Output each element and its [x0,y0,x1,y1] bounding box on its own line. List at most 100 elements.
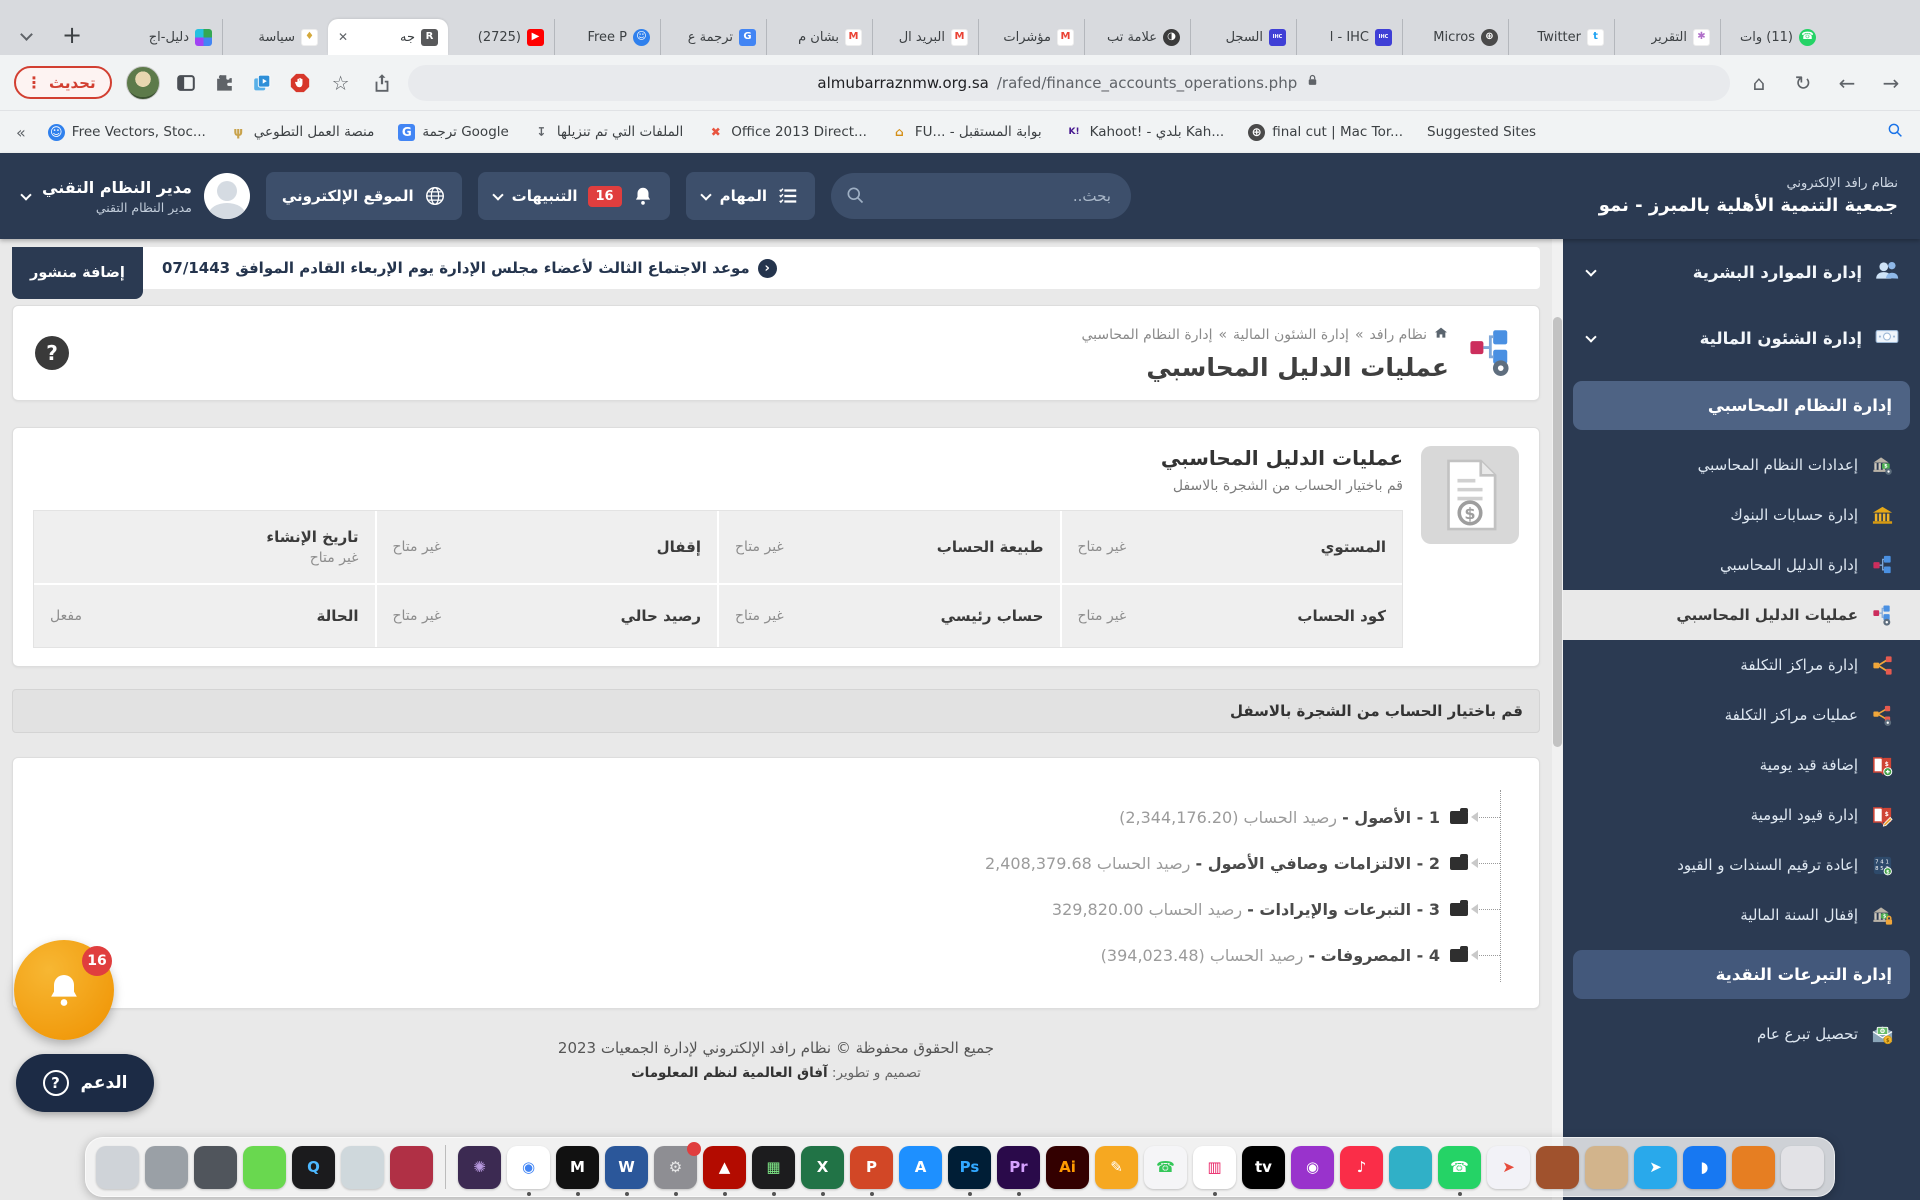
bookmark-item[interactable]: G ترجمة Google [398,123,509,141]
extensions-puzzle-icon[interactable] [212,71,236,95]
browser-tab[interactable]: البريد ال M [872,19,978,55]
share-icon[interactable] [370,71,394,95]
breadcrumb-level2[interactable]: إدارة النظام المحاسبي [1081,326,1213,343]
home-icon[interactable]: ⌂ [1752,70,1766,95]
support-button[interactable]: الدعم ? [16,1054,154,1112]
tree-toggle-icon[interactable] [1471,812,1478,822]
close-icon[interactable]: ✕ [338,30,349,44]
bookmark-item[interactable]: ✖ Office 2013 Direct... [707,124,867,141]
app-podcasts[interactable]: ◉ [1291,1145,1334,1189]
browser-tab[interactable]: بشأن م M [766,19,872,55]
sidebar-item[interactable]: $ إقفال السنة المالية [1563,890,1920,940]
app-telegram[interactable]: ➤ [1634,1145,1677,1189]
reader-sidebar-icon[interactable] [174,71,198,95]
app-word[interactable]: W [605,1145,648,1196]
browser-tab[interactable]: Twitter t [1508,19,1614,55]
browser-tab[interactable]: علامة تب ◑ [1084,19,1190,55]
sidebar-item[interactable]: إدارة الشئون المالية [1563,305,1920,371]
app-settings[interactable]: ⚙ [654,1141,701,1196]
app-orange[interactable] [1732,1145,1775,1189]
browser-tab[interactable]: مؤشرات M [978,19,1084,55]
add-post-button[interactable]: إضافة منشور [12,247,143,299]
sidebar-item[interactable]: إدارة مراكز التكلفة [1563,640,1920,690]
bookmark-item[interactable]: ⌂ FU... - بوابة المستقبل [891,124,1041,141]
address-bar[interactable]: almubarraznmw.org.sa/rafed/finance_accou… [407,64,1730,101]
back-icon[interactable]: ← [1838,70,1856,95]
app-charts[interactable]: ▥ [1193,1145,1236,1196]
tree-node[interactable]: 2 - الالتزامات وصافي الأصول - رصيد الحسا… [33,840,1500,886]
bookmark-star-icon[interactable]: ☆ [331,70,350,95]
user-menu[interactable]: مدير النظام التقني مدير النظام التقني [20,173,250,219]
app-finalcut[interactable]: ▦ [752,1145,795,1196]
app-unarchiver[interactable] [243,1145,286,1189]
website-button[interactable]: الموقع الإلكتروني [265,172,462,220]
browser-tab[interactable]: التقرير ✱ [1614,19,1720,55]
app-darkpurple[interactable]: ✺ [458,1145,501,1189]
app-quicktime[interactable]: Q [292,1145,335,1189]
tree-toggle-icon[interactable] [1471,904,1478,914]
app-pencil[interactable]: ✎ [1095,1145,1138,1189]
sidebar-item[interactable]: عمليات مراكز التكلفة [1563,690,1920,740]
bookmarks-overflow-chevron[interactable]: « [16,122,26,142]
app-messenger[interactable]: ◗ [1683,1145,1726,1189]
app-photoshop[interactable]: Ps [948,1145,991,1196]
bookmark-item[interactable]: ↧ الملفات التي تم تنزيلها [533,124,683,141]
sidebar-item[interactable]: عمليات الدليل المحاسبي [1563,590,1920,640]
app-books[interactable] [1536,1145,1579,1189]
browser-tab[interactable]: IHC - ا IHC [1296,19,1402,55]
app-appstore[interactable]: A [899,1145,942,1189]
content-scrollbar[interactable] [1552,239,1563,1200]
browser-tab[interactable]: Free P ☺ [554,19,660,55]
sidebar-group-header[interactable]: إدارة التبرعات النقدية [1573,950,1910,999]
bookmarks-search-icon[interactable] [1886,121,1904,143]
tree-node[interactable]: 1 - الأصول - رصيد الحساب (2,344,176.20) [33,794,1500,840]
tree-node[interactable]: 3 - التبرعات والإيرادات - رصيد الحساب 32… [33,886,1500,932]
tree-toggle-icon[interactable] [1471,950,1478,960]
sidebar-item[interactable]: إدارة الموارد البشرية [1563,239,1920,305]
app-folder[interactable] [1585,1145,1628,1189]
app-powerpoint[interactable]: P [850,1145,893,1196]
notifications-button[interactable]: 16 التنبيهات [477,172,670,220]
app-window[interactable] [96,1145,139,1189]
adblock-hand-icon[interactable] [288,71,312,95]
tab-search-button[interactable] [6,17,46,55]
new-tab-button[interactable]: + [61,21,83,49]
browser-tab[interactable]: (2725) ▶ [448,19,554,55]
ticker-prev-icon[interactable]: ‹ [757,258,777,278]
bookmark-item[interactable]: ☺ Free Vectors, Stoc... [47,123,206,141]
copy-page-icon[interactable] [250,71,274,95]
app-illustrator[interactable]: Ai [1046,1145,1089,1189]
sidebar-item[interactable]: $ إضافة قيد يومية [1563,740,1920,790]
bookmark-item[interactable]: ⊕ final cut | Mac Tor... [1248,123,1403,141]
profile-avatar[interactable] [125,65,160,100]
sidebar-group-header[interactable]: إدارة النظام المحاسبي [1573,381,1910,430]
browser-tab[interactable]: (11) وات ☎ [1720,19,1826,55]
breadcrumb-level1[interactable]: إدارة الشئون المالية [1233,326,1349,343]
app-trash[interactable] [1781,1145,1824,1189]
sidebar-item[interactable]: 1 4 72 5 8$ إعادة ترقيم السندات و القيود [1563,840,1920,890]
app-excel[interactable]: X [801,1145,844,1196]
reload-icon[interactable]: ↻ [1794,70,1812,95]
app-appletv[interactable]: tv [1242,1145,1285,1189]
app-teal[interactable] [1389,1145,1432,1189]
forward-icon[interactable]: → [1882,70,1900,95]
sidebar-item[interactable]: $ إدارة قيود اليومية [1563,790,1920,840]
update-button[interactable]: ⋮ تحديث [14,66,112,99]
browser-tab[interactable]: ترجمة ع G [660,19,766,55]
search-input[interactable] [830,173,1131,219]
sidebar-item[interactable]: $ تحصيل تبرع عام [1563,1009,1920,1059]
browser-tab[interactable]: السجل IHC [1190,19,1296,55]
app-facetime[interactable]: ☎ [1144,1145,1187,1189]
app-chrome[interactable]: ◉ [507,1145,550,1196]
sidebar-item[interactable]: إدارة الدليل المحاسبي [1563,540,1920,590]
tree-node[interactable]: 4 - المصروفات - رصيد الحساب (394,023.48) [33,932,1500,978]
breadcrumb-root[interactable]: نظام رافد [1369,326,1427,343]
app-dark[interactable] [194,1145,237,1189]
help-button[interactable]: ? [35,336,69,370]
browser-tab[interactable]: ✕ جه R [328,19,448,55]
app-m-black[interactable]: M [556,1145,599,1196]
scrollbar-thumb[interactable] [1553,317,1562,747]
bookmark-item[interactable]: Suggested Sites [1427,124,1536,141]
app-gray-doc[interactable] [145,1145,188,1189]
tasks-button[interactable]: المهام [685,172,815,220]
